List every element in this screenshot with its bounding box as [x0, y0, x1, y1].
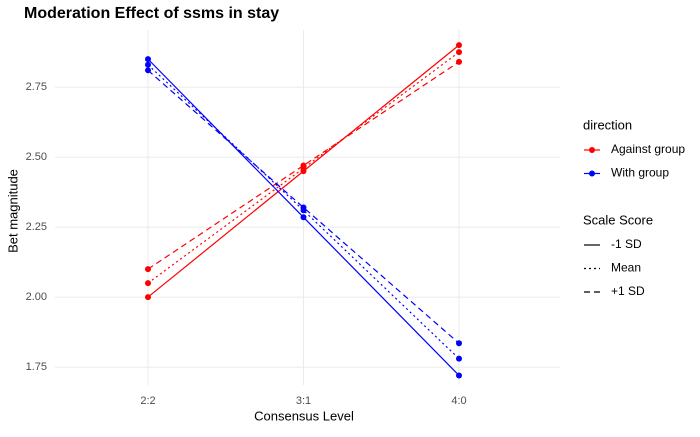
legend-key-point — [589, 147, 595, 153]
point — [145, 280, 151, 287]
legend-title: Scale Score — [583, 212, 653, 227]
point — [456, 340, 462, 347]
x-tick-label: 3:1 — [296, 395, 311, 407]
point — [300, 204, 307, 211]
point — [456, 42, 462, 49]
x-axis-label: Consensus Level — [254, 408, 354, 423]
y-tick-label: 2.00 — [26, 291, 47, 303]
point — [145, 61, 151, 68]
legend-label: +1 SD — [611, 284, 645, 298]
point — [456, 49, 462, 56]
y-tick-label: 2.25 — [26, 221, 47, 233]
legend-label: -1 SD — [611, 237, 642, 251]
legend-label: Mean — [611, 261, 641, 275]
x-tick-label: 4:0 — [451, 395, 466, 407]
point — [456, 372, 462, 379]
point — [456, 355, 462, 362]
x-tick-label: 2:2 — [140, 395, 155, 407]
y-tick-label: 2.50 — [26, 151, 47, 163]
point — [145, 294, 151, 301]
legend-label: With group — [611, 166, 669, 180]
chart-title: Moderation Effect of ssms in stay — [24, 5, 279, 22]
legend-label: Against group — [611, 142, 685, 156]
series-line — [147, 69, 460, 344]
point — [145, 266, 151, 273]
point — [300, 214, 307, 221]
point — [145, 67, 151, 74]
y-tick-label: 1.75 — [26, 361, 47, 373]
series-line — [147, 61, 460, 270]
series-line — [147, 64, 460, 360]
point — [145, 56, 151, 63]
y-tick-label: 2.75 — [26, 81, 47, 93]
legend-title: direction — [583, 117, 632, 132]
point — [300, 162, 307, 169]
point — [456, 58, 462, 65]
y-axis-label: Bet magnitude — [5, 169, 20, 253]
legend-key-point — [589, 170, 595, 177]
